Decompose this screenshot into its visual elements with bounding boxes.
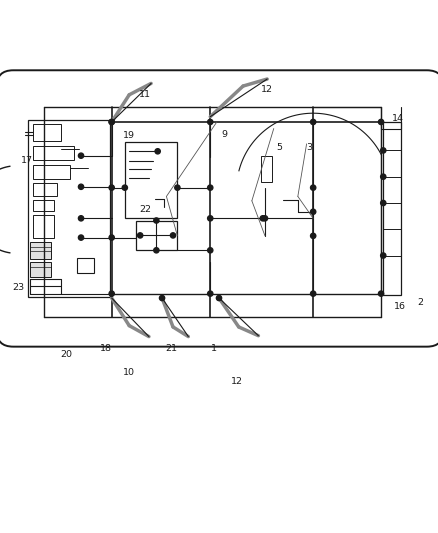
Text: 11: 11 [138,90,151,99]
Bar [77,258,94,273]
Circle shape [170,233,176,238]
Bar [125,142,177,219]
Circle shape [175,185,180,190]
Circle shape [154,218,159,223]
Bar [261,156,272,182]
Circle shape [109,235,114,240]
Circle shape [311,119,316,125]
Text: 12: 12 [230,377,243,386]
Circle shape [154,248,159,253]
Circle shape [159,295,165,301]
Circle shape [122,185,127,190]
Circle shape [138,233,143,238]
Text: 20: 20 [60,350,73,359]
Text: 1: 1 [211,344,217,353]
Bar [383,122,401,295]
Circle shape [311,233,316,238]
Bar [136,221,177,251]
Circle shape [311,209,316,214]
Text: 9: 9 [221,130,227,139]
Text: 19: 19 [123,131,135,140]
Text: 16: 16 [393,302,406,311]
Text: 22: 22 [139,205,152,214]
Circle shape [381,200,386,206]
Text: 21: 21 [166,344,178,353]
Text: 17: 17 [21,156,33,165]
Circle shape [109,119,114,125]
Circle shape [109,119,114,125]
Circle shape [381,253,386,258]
Text: 5: 5 [276,143,283,152]
Circle shape [378,291,384,296]
Circle shape [109,185,114,190]
Circle shape [381,174,386,179]
Text: 23: 23 [12,283,25,292]
Bar [28,120,110,297]
Bar [33,183,57,196]
Bar [33,124,61,141]
Circle shape [378,119,384,125]
Circle shape [208,291,213,296]
Circle shape [311,185,316,190]
Bar [33,200,54,211]
Circle shape [78,216,84,221]
Circle shape [78,235,84,240]
Bar [33,215,54,238]
Bar [33,165,70,179]
Circle shape [216,295,222,301]
Circle shape [78,153,84,158]
Circle shape [311,291,316,296]
Circle shape [262,216,268,221]
Text: 12: 12 [261,85,273,94]
Text: 18: 18 [100,344,112,353]
Bar [33,146,74,160]
Circle shape [208,119,213,125]
Bar [30,243,51,259]
FancyBboxPatch shape [0,70,438,346]
Text: 10: 10 [123,368,135,377]
Circle shape [208,185,213,190]
Circle shape [208,216,213,221]
Circle shape [260,216,265,221]
Circle shape [208,248,213,253]
Bar [30,262,51,278]
Text: 3: 3 [306,143,312,152]
Circle shape [109,291,114,296]
Circle shape [78,184,84,189]
Text: 14: 14 [392,114,404,123]
Circle shape [155,149,160,154]
Text: 2: 2 [417,298,424,307]
Circle shape [381,148,386,153]
